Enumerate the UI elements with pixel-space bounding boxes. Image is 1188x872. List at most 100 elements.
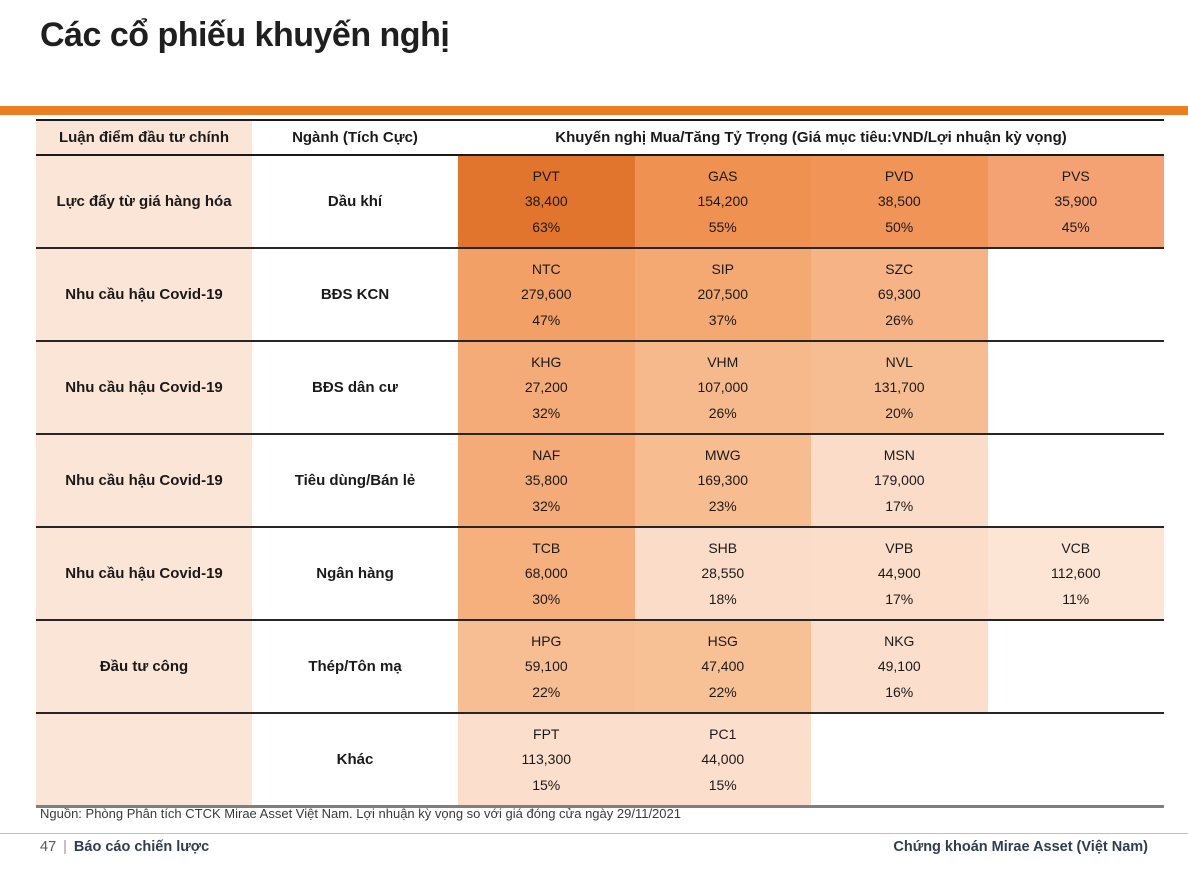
stock-ticker: FPT xyxy=(533,725,560,742)
table-body: Lực đẩy từ giá hàng hóa Dầu khí PVT 38,400 6… xyxy=(36,156,1164,808)
stock-cell: GAS 154,200 55% xyxy=(634,156,811,247)
sector-cell: Ngân hàng xyxy=(252,528,458,619)
stock-ticker: MSN xyxy=(883,446,915,463)
header-thesis: Luận điểm đầu tư chính xyxy=(36,121,252,154)
stock-ticker: VPB xyxy=(885,539,914,556)
table-row: Nhu cầu hậu Covid-19 BĐS dân cư KHG 27,200 3… xyxy=(36,342,1164,435)
stock-expected-return: 15% xyxy=(532,777,561,794)
stock-ticker: NVL xyxy=(885,353,913,370)
sector-cell: Khác xyxy=(252,714,458,805)
stock-ticker: HSG xyxy=(707,632,738,649)
stock-expected-return: 26% xyxy=(708,405,737,422)
stock-target-price: 169,300 xyxy=(697,472,749,489)
stock-expected-return: 17% xyxy=(885,591,914,608)
stock-target-price: 35,800 xyxy=(524,472,568,489)
table-row: Đầu tư công Thép/Tôn mạ HPG 59,100 22% HSG 47,… xyxy=(36,621,1164,714)
stock-target-price: 47,400 xyxy=(701,658,745,675)
stock-target-price: 38,400 xyxy=(524,193,568,210)
stock-ticker: HPG xyxy=(531,632,562,649)
source-note: Nguồn: Phòng Phân tích CTCK Mirae Asset … xyxy=(40,806,681,821)
stock-expected-return: 16% xyxy=(885,684,914,701)
report-title: Báo cáo chiến lược xyxy=(73,839,210,855)
stock-ticker: VHM xyxy=(707,353,739,370)
stock-target-price: 35,900 xyxy=(1054,193,1098,210)
stock-target-price: 27,200 xyxy=(524,379,568,396)
thesis-cell: Lực đẩy từ giá hàng hóa xyxy=(36,156,252,247)
stock-ticker: VCB xyxy=(1061,539,1091,556)
stock-cell: HPG 59,100 22% xyxy=(458,621,635,712)
stock-target-price: 131,700 xyxy=(873,379,925,396)
stock-expected-return: 45% xyxy=(1061,219,1090,236)
stock-expected-return: 11% xyxy=(1062,591,1090,608)
stock-cell: PVT 38,400 63% xyxy=(458,156,635,247)
stock-target-price: 154,200 xyxy=(697,193,749,210)
sector-cell: BĐS dân cư xyxy=(252,342,458,433)
stock-expected-return: 55% xyxy=(708,219,737,236)
stock-target-price: 68,000 xyxy=(524,565,568,582)
page-footer: 47 | Báo cáo chiến lược Chứng khoán Mirae … xyxy=(0,839,1188,855)
stock-expected-return: 63% xyxy=(532,219,561,236)
stock-ticker: SZC xyxy=(885,260,914,277)
stock-target-price: 49,100 xyxy=(877,658,921,675)
stock-expected-return: 50% xyxy=(885,219,914,236)
stock-ticker: NKG xyxy=(884,632,915,649)
accent-bar xyxy=(0,106,1188,115)
stock-ticker: PVD xyxy=(884,167,914,184)
empty-cell xyxy=(987,714,1164,805)
stock-expected-return: 37% xyxy=(708,312,737,329)
stock-expected-return: 22% xyxy=(708,684,737,701)
stock-expected-return: 32% xyxy=(532,498,561,515)
thesis-cell: Đầu tư công xyxy=(36,621,252,712)
sector-cell: Tiêu dùng/Bán lẻ xyxy=(252,435,458,526)
table-row: Nhu cầu hậu Covid-19 BĐS KCN NTC 279,600 47%… xyxy=(36,249,1164,342)
stock-cell: NKG 49,100 16% xyxy=(811,621,988,712)
sector-cell: Dầu khí xyxy=(252,156,458,247)
stock-expected-return: 23% xyxy=(708,498,737,515)
stock-cell: MSN 179,000 17% xyxy=(811,435,988,526)
empty-cell xyxy=(987,249,1164,340)
thesis-cell: Nhu cầu hậu Covid-19 xyxy=(36,342,252,433)
stock-cell: VHM 107,000 26% xyxy=(634,342,811,433)
footer-left: 47 | Báo cáo chiến lược xyxy=(40,839,209,855)
header-recommendation: Khuyến nghị Mua/Tăng Tỷ Trọng (Giá mục t… xyxy=(555,129,1067,146)
table-header-row: Luận điểm đầu tư chính Ngành (Tích Cực) … xyxy=(36,119,1164,156)
stock-ticker: SIP xyxy=(711,260,735,277)
table-row: Lực đẩy từ giá hàng hóa Dầu khí PVT 38,400 6… xyxy=(36,156,1164,249)
stock-target-price: 279,600 xyxy=(520,286,572,303)
empty-cell xyxy=(987,621,1164,712)
empty-cell xyxy=(987,435,1164,526)
stock-target-price: 28,550 xyxy=(701,565,745,582)
stock-expected-return: 47% xyxy=(532,312,561,329)
stock-ticker: TCB xyxy=(532,539,561,556)
stock-target-price: 38,500 xyxy=(877,193,921,210)
stock-ticker: GAS xyxy=(707,167,738,184)
sector-cell: Thép/Tôn mạ xyxy=(252,621,458,712)
stock-cell: VPB 44,900 17% xyxy=(811,528,988,619)
header-sector: Ngành (Tích Cực) xyxy=(292,129,418,146)
footer-pipe: | xyxy=(63,839,67,855)
stock-expected-return: 15% xyxy=(708,777,737,794)
stock-target-price: 113,300 xyxy=(521,751,572,768)
stock-expected-return: 18% xyxy=(708,591,737,608)
stock-ticker: PVS xyxy=(1061,167,1090,184)
stock-cell: NTC 279,600 47% xyxy=(458,249,635,340)
thesis-cell: Nhu cầu hậu Covid-19 xyxy=(36,249,252,340)
sector-cell: BĐS KCN xyxy=(252,249,458,340)
stock-ticker: MWG xyxy=(704,446,741,463)
table-row: Khác FPT 113,300 15% PC1 44,000 15% xyxy=(36,714,1164,808)
stock-cell: SZC 69,300 26% xyxy=(811,249,988,340)
table-row: Nhu cầu hậu Covid-19 Tiêu dùng/Bán lẻ NAF 3… xyxy=(36,435,1164,528)
stock-target-price: 112,600 xyxy=(1050,565,1101,582)
stock-target-price: 59,100 xyxy=(524,658,568,675)
stock-target-price: 44,900 xyxy=(877,565,921,582)
stock-ticker: NAF xyxy=(532,446,561,463)
stock-target-price: 69,300 xyxy=(877,286,921,303)
stock-ticker: PVT xyxy=(532,167,560,184)
stock-cell: VCB 112,600 11% xyxy=(987,528,1164,619)
stock-expected-return: 22% xyxy=(532,684,561,701)
thesis-cell: Nhu cầu hậu Covid-19 xyxy=(36,528,252,619)
stock-expected-return: 20% xyxy=(885,405,914,422)
table-row: Nhu cầu hậu Covid-19 Ngân hàng TCB 68,000 30… xyxy=(36,528,1164,621)
thesis-cell: Nhu cầu hậu Covid-19 xyxy=(36,435,252,526)
